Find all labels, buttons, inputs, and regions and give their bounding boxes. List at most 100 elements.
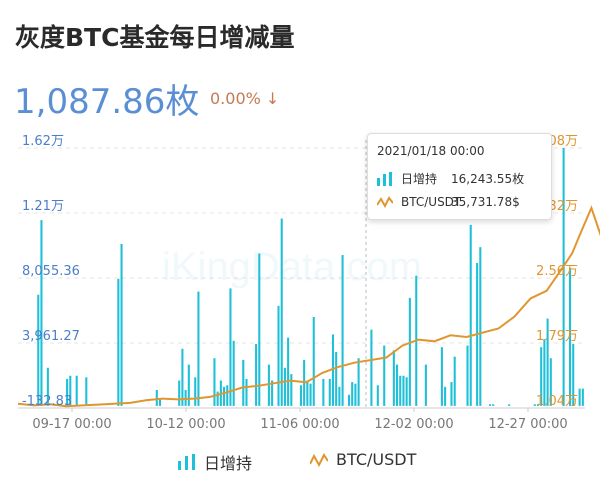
bar[interactable] (453, 356, 456, 406)
tooltip-row-bars: 日增持 16,243.55枚 (377, 170, 524, 187)
bar[interactable] (223, 386, 226, 406)
bar[interactable] (255, 343, 258, 406)
bar[interactable] (309, 383, 312, 406)
x-axis: 09-17 00:00 10-12 00:00 11-06 00:00 12-02 0… (32, 408, 568, 432)
bar[interactable] (331, 334, 335, 406)
change-percent: 0.00% (210, 89, 261, 108)
bar[interactable] (283, 367, 286, 406)
bar[interactable] (335, 351, 338, 406)
bar[interactable] (354, 383, 357, 406)
bar[interactable] (370, 329, 373, 406)
bar[interactable] (488, 404, 491, 406)
bar[interactable] (357, 358, 360, 406)
bar[interactable] (158, 399, 162, 406)
bar[interactable] (75, 375, 78, 406)
legend-label-bars: 日增持 (204, 454, 253, 473)
bar[interactable] (216, 391, 219, 406)
bar[interactable] (85, 377, 88, 406)
bar[interactable] (40, 220, 43, 406)
bar[interactable] (46, 367, 49, 406)
bar[interactable] (322, 378, 325, 406)
bar[interactable] (444, 386, 447, 406)
bar[interactable] (402, 375, 405, 406)
bar[interactable] (572, 343, 575, 406)
bar[interactable] (187, 364, 190, 406)
bar-chart-icon (178, 454, 195, 470)
bar[interactable] (120, 243, 123, 406)
change-indicator: 0.00% ↓ (210, 89, 279, 108)
bar[interactable] (450, 382, 453, 406)
right-axis-tick-label: 1.04万 (536, 394, 578, 409)
bar[interactable] (232, 340, 235, 406)
bar[interactable] (226, 385, 229, 406)
bar[interactable] (533, 404, 536, 406)
bar[interactable] (562, 148, 565, 406)
bar[interactable] (578, 388, 581, 406)
right-axis-tick-label: 2.56万 (536, 264, 578, 279)
bar[interactable] (469, 224, 472, 406)
bar[interactable] (178, 380, 181, 406)
bar[interactable] (440, 347, 443, 406)
bar[interactable] (408, 297, 411, 406)
left-axis-tick-label: 1.62万 (22, 134, 64, 149)
bar[interactable] (536, 404, 540, 406)
bar[interactable] (351, 382, 354, 406)
bar[interactable] (508, 404, 511, 406)
bar[interactable] (581, 388, 584, 406)
x-axis-tick-label: 12-02 00:00 (374, 417, 453, 432)
x-axis-tick-label: 09-17 00:00 (32, 417, 111, 432)
bar[interactable] (287, 337, 290, 406)
bar[interactable] (290, 374, 293, 406)
bar[interactable] (280, 218, 283, 406)
bar[interactable] (181, 348, 184, 406)
bar[interactable] (37, 294, 40, 406)
legend-item-bars[interactable]: 日增持 (178, 450, 252, 474)
bar[interactable] (568, 267, 572, 406)
tooltip-date: 2021/01/18 00:00 (377, 144, 485, 158)
bar[interactable] (306, 380, 309, 406)
wave-line-icon (377, 196, 393, 209)
bar[interactable] (424, 364, 427, 406)
bar[interactable] (540, 347, 543, 406)
bar[interactable] (549, 358, 552, 406)
bar[interactable] (399, 375, 402, 406)
bar[interactable] (392, 350, 395, 406)
bar[interactable] (383, 345, 386, 406)
bar[interactable] (69, 375, 72, 406)
bar[interactable] (277, 305, 280, 406)
bar[interactable] (328, 378, 331, 406)
bar[interactable] (347, 394, 351, 406)
bar[interactable] (258, 253, 261, 406)
tooltip-series2-label: BTC/USDT (401, 195, 462, 209)
bar[interactable] (242, 359, 245, 406)
bar[interactable] (299, 385, 302, 406)
tooltip-series1-label: 日增持 (401, 172, 438, 186)
bar[interactable] (197, 291, 200, 406)
bar[interactable] (376, 385, 379, 406)
bar[interactable] (66, 378, 69, 406)
bar[interactable] (184, 390, 187, 406)
bar[interactable] (405, 377, 408, 406)
bar[interactable] (479, 247, 482, 406)
bar[interactable] (213, 358, 216, 406)
bar[interactable] (466, 345, 469, 406)
bar[interactable] (546, 318, 549, 406)
bar[interactable] (271, 380, 274, 406)
page-title: 灰度BTC基金每日增减量 (15, 23, 295, 52)
bar[interactable] (155, 390, 158, 406)
bar[interactable] (267, 364, 270, 406)
bar[interactable] (229, 288, 232, 406)
bar[interactable] (396, 364, 399, 406)
legend-item-line[interactable]: BTC/USDT (310, 450, 416, 469)
bar[interactable] (194, 377, 197, 406)
bar[interactable] (492, 404, 495, 406)
left-axis: -132.83 3,961.27 8,055.36 1.21万 1.62万 (22, 134, 80, 409)
bar[interactable] (312, 316, 315, 406)
bar[interactable] (338, 386, 341, 406)
bar[interactable] (341, 255, 344, 406)
bar[interactable] (245, 378, 248, 406)
bar[interactable] (543, 339, 546, 406)
bar[interactable] (117, 278, 120, 406)
price-line (17, 205, 600, 408)
